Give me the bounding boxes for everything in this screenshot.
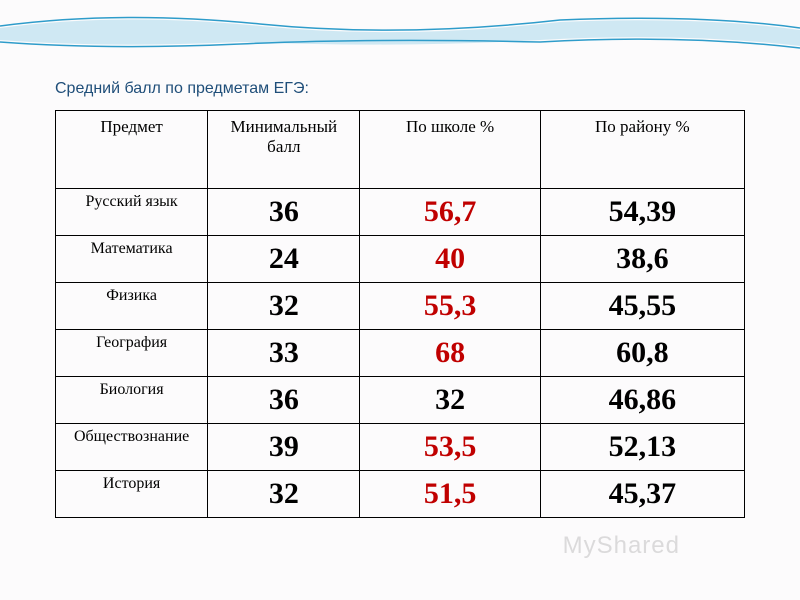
min-cell: 33 — [208, 330, 360, 377]
school-cell: 56,7 — [360, 189, 540, 236]
header-wave-decoration — [0, 0, 800, 70]
column-header-school: По школе % — [360, 111, 540, 189]
column-header-min: Минимальный балл — [208, 111, 360, 189]
table-row: Физика3255,345,55 — [56, 283, 745, 330]
subject-cell: Математика — [56, 236, 208, 283]
table-row: Математика244038,6 — [56, 236, 745, 283]
subject-cell: Биология — [56, 377, 208, 424]
subject-cell: История — [56, 471, 208, 518]
min-cell: 36 — [208, 189, 360, 236]
watermark-text: MyShared — [563, 532, 680, 560]
column-header-subject: Предмет — [56, 111, 208, 189]
region-cell: 45,55 — [540, 283, 744, 330]
region-cell: 54,39 — [540, 189, 744, 236]
school-cell: 55,3 — [360, 283, 540, 330]
subject-cell: Русский язык — [56, 189, 208, 236]
school-cell: 53,5 — [360, 424, 540, 471]
wave-svg — [0, 0, 800, 70]
min-cell: 32 — [208, 283, 360, 330]
region-cell: 52,13 — [540, 424, 744, 471]
column-header-region: По району % — [540, 111, 744, 189]
school-cell: 68 — [360, 330, 540, 377]
min-cell: 36 — [208, 377, 360, 424]
table-row: Русский язык3656,754,39 — [56, 189, 745, 236]
min-cell: 39 — [208, 424, 360, 471]
region-cell: 45,37 — [540, 471, 744, 518]
table-row: Биология363246,86 — [56, 377, 745, 424]
scores-table-container: Предмет Минимальный балл По школе % По р… — [55, 110, 745, 518]
school-cell: 32 — [360, 377, 540, 424]
page-title: Средний балл по предметам ЕГЭ: — [55, 80, 309, 98]
region-cell: 38,6 — [540, 236, 744, 283]
region-cell: 60,8 — [540, 330, 744, 377]
subject-cell: Обществознание — [56, 424, 208, 471]
scores-table: Предмет Минимальный балл По школе % По р… — [55, 110, 745, 518]
school-cell: 40 — [360, 236, 540, 283]
subject-cell: География — [56, 330, 208, 377]
region-cell: 46,86 — [540, 377, 744, 424]
table-body: Русский язык3656,754,39Математика244038,… — [56, 189, 745, 518]
subject-cell: Физика — [56, 283, 208, 330]
school-cell: 51,5 — [360, 471, 540, 518]
min-cell: 32 — [208, 471, 360, 518]
table-row: География336860,8 — [56, 330, 745, 377]
table-row: История3251,545,37 — [56, 471, 745, 518]
table-header-row: Предмет Минимальный балл По школе % По р… — [56, 111, 745, 189]
min-cell: 24 — [208, 236, 360, 283]
table-row: Обществознание3953,552,13 — [56, 424, 745, 471]
